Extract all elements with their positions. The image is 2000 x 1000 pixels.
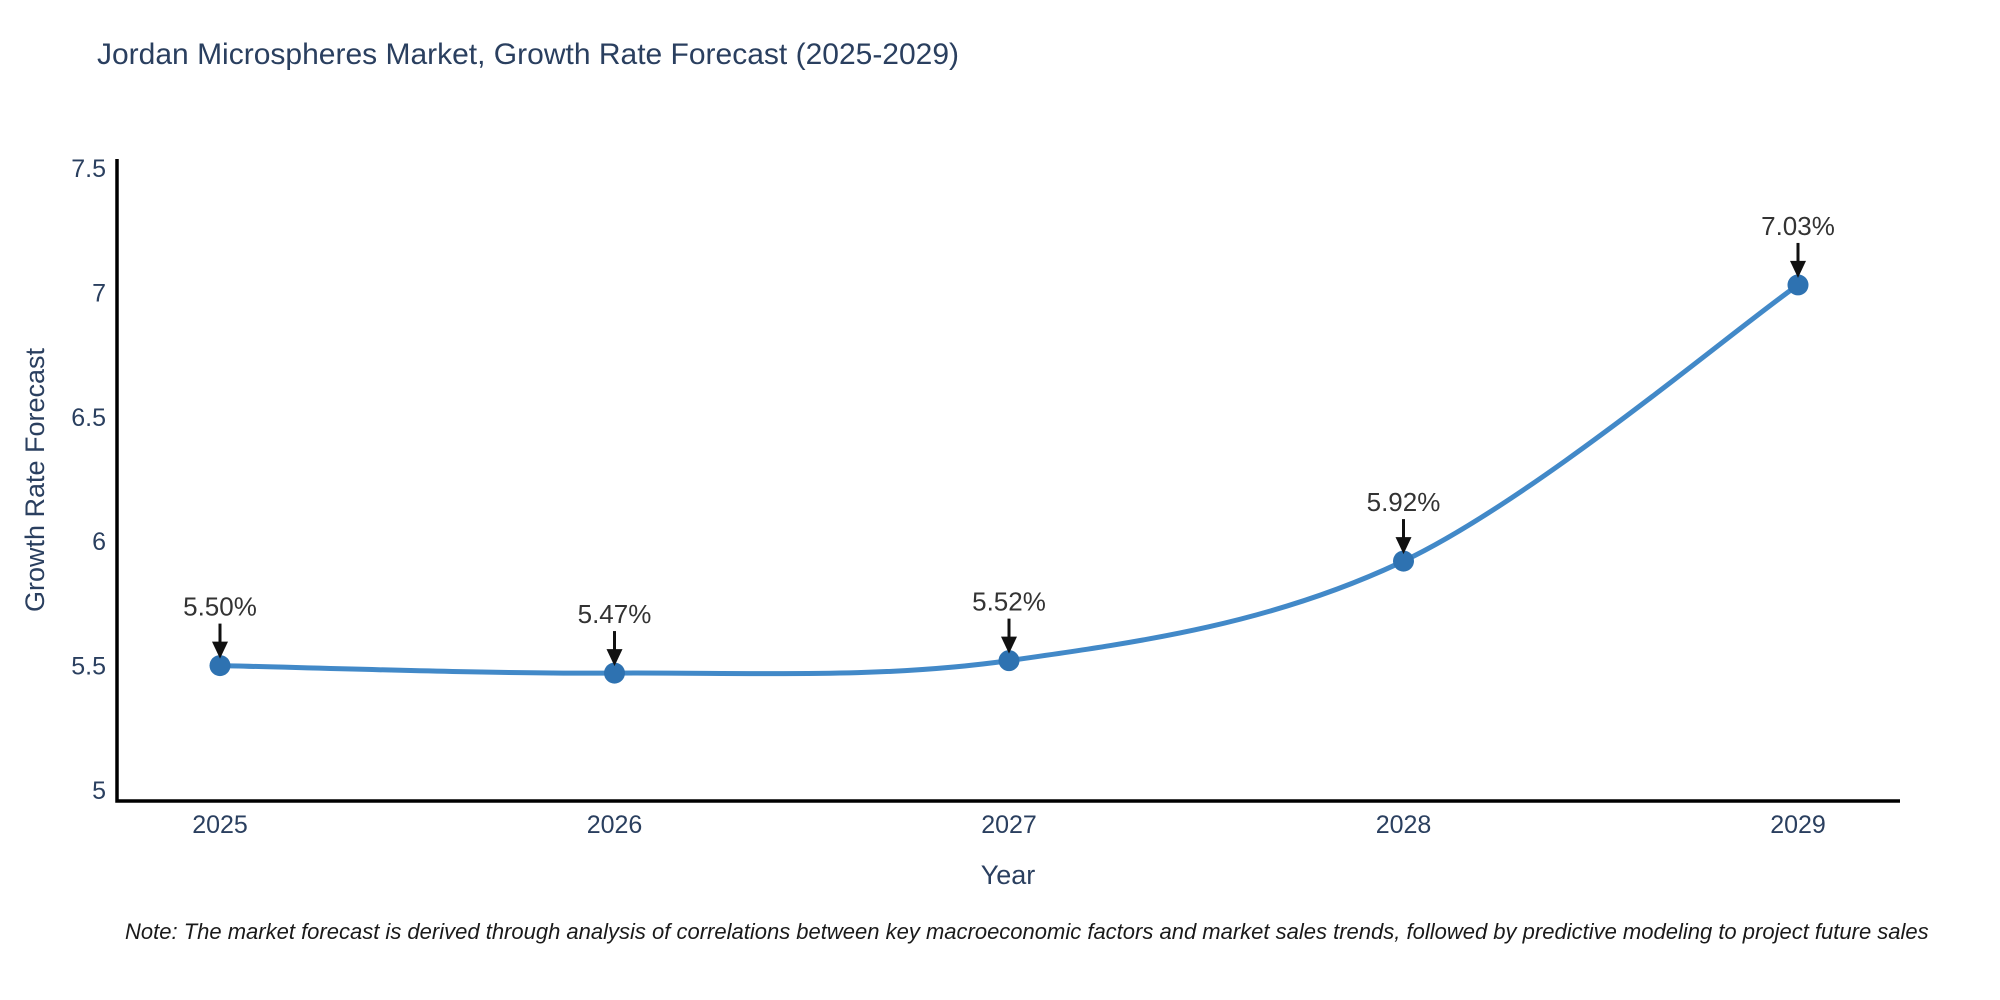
arrow-down-icon — [1001, 636, 1017, 654]
point-annotation: 5.92% — [1367, 487, 1441, 555]
data-point-marker — [998, 650, 1020, 672]
arrow-down-icon — [212, 641, 228, 659]
y-axis-title: Growth Rate Forecast — [20, 347, 50, 612]
annotation-label: 5.47% — [578, 599, 652, 629]
annotation-label: 7.03% — [1761, 211, 1835, 241]
arrow-down-icon — [1395, 537, 1412, 555]
y-axis-tick-labels: 5 5.5 6 6.5 7 7.5 — [71, 155, 106, 805]
x-tick-label: 2028 — [1376, 811, 1432, 839]
point-annotation: 5.52% — [972, 587, 1046, 654]
x-tick-label: 2026 — [587, 811, 643, 839]
y-tick-label: 7.5 — [71, 155, 106, 183]
y-tick-label: 6 — [92, 528, 106, 556]
y-tick-label: 7 — [92, 279, 106, 307]
annotation-label: 5.50% — [183, 592, 257, 622]
data-point-marker — [1787, 274, 1809, 296]
forecast-line — [217, 282, 1801, 677]
arrow-down-icon — [1790, 260, 1806, 278]
forecast-line-series — [217, 282, 1801, 677]
x-tick-label: 2029 — [1770, 811, 1826, 839]
chart-title: Jordan Microspheres Market, Growth Rate … — [97, 38, 960, 71]
arrow-down-icon — [606, 649, 623, 667]
point-annotation: 5.47% — [578, 599, 652, 667]
annotation-label: 5.92% — [1367, 487, 1441, 517]
x-tick-label: 2027 — [981, 811, 1037, 839]
x-axis-tick-labels: 2025 2026 2027 2028 2029 — [192, 811, 1826, 839]
data-point-marker — [209, 655, 231, 677]
point-annotation: 7.03% — [1761, 211, 1835, 278]
data-point-marker — [604, 662, 625, 684]
axis-spine — [115, 159, 1900, 803]
data-point-markers — [209, 274, 1809, 684]
x-axis-title: Year — [981, 860, 1036, 890]
x-tick-label: 2025 — [192, 811, 248, 839]
axis-spines — [115, 159, 1900, 803]
point-annotations: 5.50% 5.47% 5.52% 5.92% 7.03% — [183, 211, 1835, 667]
annotation-label: 5.52% — [972, 587, 1046, 617]
y-tick-label: 5 — [92, 777, 106, 805]
data-point-marker — [1393, 550, 1414, 572]
y-tick-label: 5.5 — [71, 653, 106, 681]
y-tick-label: 6.5 — [71, 404, 106, 432]
footnote: Note: The market forecast is derived thr… — [125, 919, 1929, 944]
point-annotation: 5.50% — [183, 592, 257, 659]
